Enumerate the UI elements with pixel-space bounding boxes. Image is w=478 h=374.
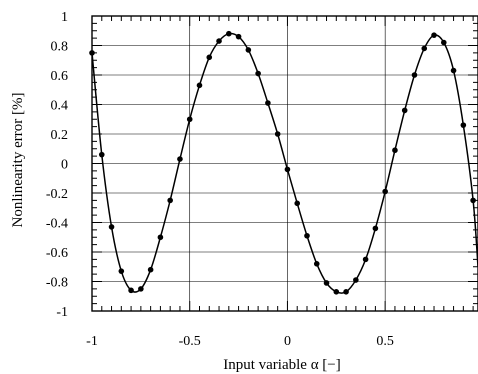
data-point bbox=[167, 197, 173, 204]
axis-ticks bbox=[91, 15, 478, 312]
y-tick-label: 0 bbox=[61, 158, 68, 173]
data-point bbox=[128, 287, 134, 294]
data-point bbox=[255, 70, 261, 77]
data-point bbox=[460, 122, 467, 128]
data-point bbox=[147, 266, 154, 273]
data-point bbox=[226, 30, 232, 37]
data-point bbox=[118, 268, 125, 274]
grid-lines bbox=[92, 16, 478, 311]
x-tick-label: -0.5 bbox=[179, 334, 201, 349]
data-point bbox=[138, 286, 144, 292]
x-tick-label: 0.5 bbox=[376, 334, 394, 349]
data-point bbox=[372, 225, 379, 232]
data-point bbox=[470, 197, 476, 204]
data-point bbox=[392, 147, 398, 154]
y-tick-label: 0.6 bbox=[51, 69, 69, 84]
data-point bbox=[333, 289, 340, 295]
data-point bbox=[216, 38, 222, 44]
data-point bbox=[89, 50, 95, 56]
data-point bbox=[323, 280, 330, 286]
data-point bbox=[401, 107, 408, 114]
y-tick-label: -0.8 bbox=[46, 276, 68, 291]
data-point bbox=[235, 33, 242, 40]
data-point bbox=[274, 131, 281, 137]
data-point bbox=[450, 67, 457, 74]
data-point bbox=[440, 39, 447, 46]
data-point bbox=[98, 151, 105, 158]
data-point bbox=[177, 156, 183, 162]
data-point bbox=[353, 277, 359, 283]
y-tick-label: -1 bbox=[56, 305, 68, 320]
x-tick-label: 0 bbox=[284, 334, 291, 349]
series-markers bbox=[89, 30, 476, 295]
x-tick-label: -1 bbox=[86, 334, 98, 349]
y-tick-label: 0.2 bbox=[51, 128, 69, 143]
data-point bbox=[186, 116, 193, 123]
y-tick-label: -0.2 bbox=[46, 187, 68, 202]
data-point bbox=[382, 188, 388, 195]
data-point bbox=[304, 232, 310, 239]
y-tick-label: 0.4 bbox=[51, 99, 69, 114]
tick-labels: 1 0.8 0.6 0.4 0.2 0 -0.2 -0.4 -0.6 -0.8 -1 -1 -0.5 0 0… bbox=[46, 10, 394, 349]
y-tick-label: 1 bbox=[61, 10, 68, 25]
data-point bbox=[343, 289, 349, 295]
data-point bbox=[265, 100, 271, 106]
y-tick-label: 0.8 bbox=[51, 40, 69, 55]
y-tick-label: -0.6 bbox=[46, 246, 68, 261]
y-axis-title: Nonlinearity error [%] bbox=[10, 93, 26, 228]
x-axis-title: Input variable α [−] bbox=[223, 357, 341, 373]
data-point bbox=[294, 200, 301, 207]
data-point bbox=[362, 256, 369, 263]
data-point bbox=[421, 45, 428, 52]
data-point bbox=[196, 82, 203, 89]
data-point bbox=[411, 72, 418, 78]
data-point bbox=[206, 54, 213, 61]
data-point bbox=[313, 261, 320, 267]
data-point bbox=[284, 166, 291, 173]
data-point bbox=[431, 32, 437, 38]
data-point bbox=[245, 47, 252, 53]
data-point bbox=[108, 224, 115, 230]
y-tick-label: -0.4 bbox=[46, 217, 68, 232]
data-point bbox=[157, 234, 164, 241]
